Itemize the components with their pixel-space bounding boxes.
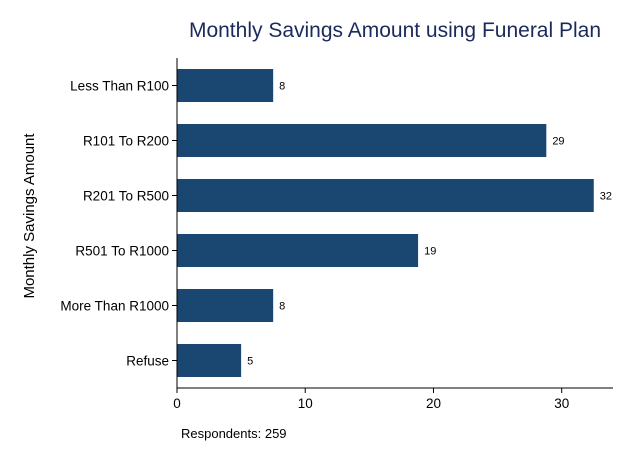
y-axis: Less Than R100 R101 To R200 R201 To R500 R5…	[60, 58, 178, 388]
data-label-5: 5	[247, 356, 253, 368]
data-label-3: 19	[424, 246, 436, 258]
data-label-0: 8	[279, 81, 285, 93]
y-tick-label-2: R201 To R500	[83, 189, 169, 204]
data-label-4: 8	[279, 301, 285, 313]
bar-3	[177, 234, 419, 267]
bar-5	[177, 344, 242, 377]
chart-title: Monthly Savings Amount using Funeral Pla…	[189, 19, 601, 42]
bars-group: 8 29 32 19 8 5	[177, 69, 612, 377]
data-label-2: 32	[600, 191, 612, 203]
x-tick-label-0: 0	[173, 396, 181, 411]
bar-4	[177, 289, 274, 322]
y-axis-title: Monthly Savings Amount	[21, 133, 38, 299]
data-label-1: 29	[552, 136, 564, 148]
x-tick-label-2: 20	[426, 396, 441, 411]
y-tick-label-1: R101 To R200	[83, 134, 169, 149]
y-tick-label-5: Refuse	[126, 354, 169, 369]
x-tick-label-3: 30	[554, 396, 569, 411]
y-tick-label-4: More Than R1000	[60, 299, 169, 314]
y-tick-label-3: R501 To R1000	[75, 244, 169, 259]
bar-2	[177, 179, 594, 212]
y-tick-label-0: Less Than R100	[70, 79, 169, 94]
respondents-note: Respondents: 259	[181, 426, 287, 441]
bar-1	[177, 124, 547, 157]
bar-0	[177, 69, 274, 102]
x-axis: 0 10 20 30	[173, 387, 613, 411]
x-tick-label-1: 10	[298, 396, 313, 411]
